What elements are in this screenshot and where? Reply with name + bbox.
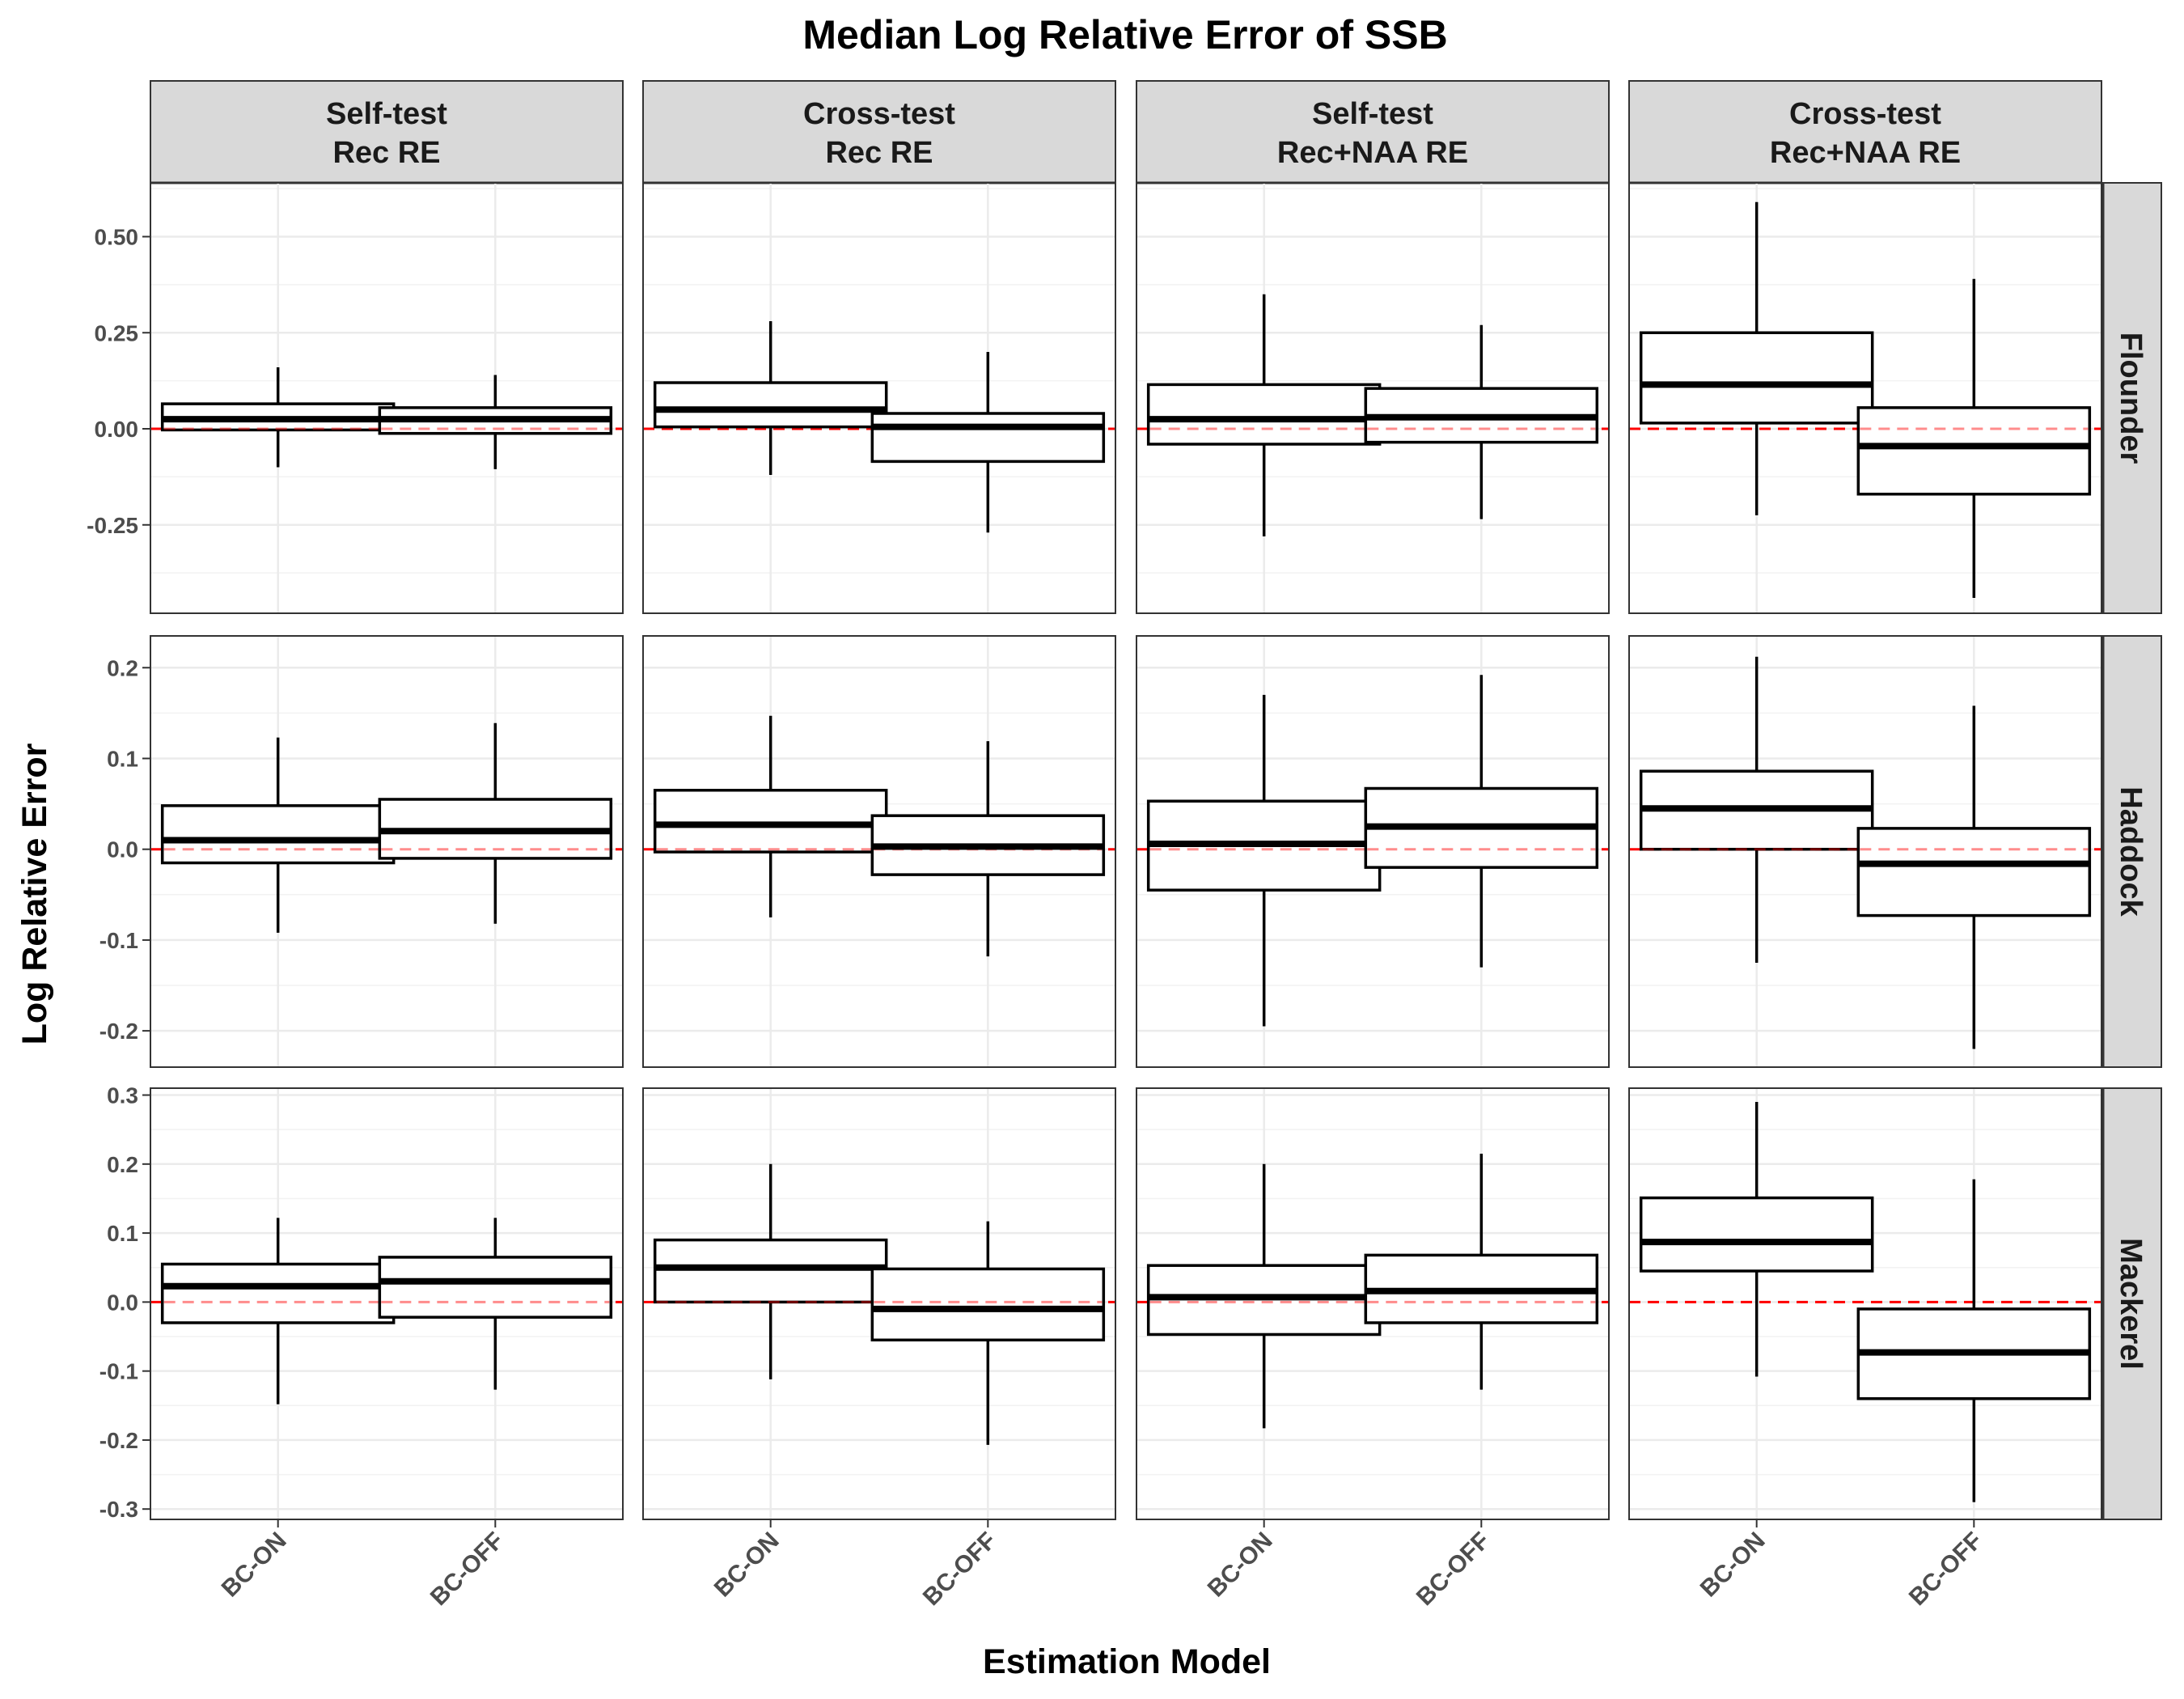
panel-border <box>1628 1087 2102 1520</box>
facet-panel <box>150 635 624 1068</box>
column-strip <box>1628 80 2102 184</box>
facet-panel <box>642 182 1116 614</box>
y-tick-label: 0.25 <box>95 320 139 345</box>
box-iqr <box>1856 827 2092 917</box>
facet-panel <box>150 182 624 614</box>
row-strip <box>2102 1087 2162 1520</box>
y-tick-label: -0.25 <box>87 513 138 538</box>
y-tick-label: 0.00 <box>95 417 139 442</box>
facet-panel <box>1628 635 2102 1068</box>
row-strip <box>2102 635 2162 1068</box>
column-strip-label-line1: Self-test <box>1312 97 1433 131</box>
facet-panel <box>1628 182 2102 614</box>
y-tick-label: -0.1 <box>99 928 138 953</box>
box-iqr <box>653 381 888 429</box>
column-strip <box>642 80 1116 184</box>
facet-panel <box>1628 1087 2102 1520</box>
panel-border <box>642 635 1116 1068</box>
box-iqr <box>1856 406 2092 496</box>
y-tick-label: 0.2 <box>107 655 138 680</box>
box-iqr <box>160 1262 396 1324</box>
x-axis-title: Estimation Model <box>983 1642 1271 1681</box>
row-strip-label: Mackerel <box>2114 1238 2148 1370</box>
box-iqr <box>870 1267 1106 1342</box>
panel-border <box>150 1087 624 1520</box>
facet-panel <box>1136 1087 1610 1520</box>
y-axis-title: Log Relative Error <box>15 743 54 1044</box>
panel-border <box>642 182 1116 614</box>
panel-border <box>1628 635 2102 1068</box>
y-tick-label: 0.50 <box>95 225 139 250</box>
box-iqr <box>1146 383 1382 446</box>
facet-panel <box>642 635 1116 1068</box>
y-tick-label: -0.2 <box>99 1428 138 1453</box>
y-tick-label: -0.3 <box>99 1497 138 1522</box>
box-iqr <box>653 789 888 854</box>
box-iqr <box>870 412 1106 464</box>
column-strip-label-line1: Self-test <box>326 97 447 131</box>
y-tick-label: -0.1 <box>99 1359 138 1384</box>
facet-panel <box>642 1087 1116 1520</box>
column-strip-label-line2: Rec+NAA RE <box>1277 136 1468 170</box>
box-iqr <box>160 804 396 865</box>
y-tick-label: 0.2 <box>107 1152 138 1177</box>
column-strip-label-line1: Cross-test <box>803 97 955 131</box>
column-strip-label-line2: Rec RE <box>825 136 933 170</box>
panel-border <box>150 182 624 614</box>
box-iqr <box>653 1238 888 1304</box>
panel-border <box>642 1087 1116 1520</box>
facet-panel <box>1136 182 1610 614</box>
column-strip-label-line1: Cross-test <box>1789 97 1941 131</box>
box-iqr <box>378 1256 613 1319</box>
y-tick-label: 0.1 <box>107 746 138 771</box>
panel-border <box>1136 1087 1610 1520</box>
y-tick-label: -0.2 <box>99 1019 138 1044</box>
y-tick-label: 0.3 <box>107 1083 138 1108</box>
column-strip <box>150 80 624 184</box>
panel-border <box>1136 635 1610 1068</box>
panel-border <box>1136 182 1610 614</box>
column-strip-label-line2: Rec+NAA RE <box>1770 136 1961 170</box>
row-strip-label: Haddock <box>2114 786 2148 917</box>
facet-panel <box>150 1087 624 1520</box>
row-strip <box>2102 182 2162 614</box>
panel-border <box>150 635 624 1068</box>
y-tick-label: 0.1 <box>107 1221 138 1246</box>
column-strip-label-line2: Rec RE <box>332 136 440 170</box>
box-iqr <box>1639 331 1874 425</box>
box-iqr <box>1639 1196 1874 1273</box>
y-tick-label: 0.0 <box>107 837 138 862</box>
facet-panel <box>1136 635 1610 1068</box>
y-tick-label: 0.0 <box>107 1290 138 1315</box>
column-strip <box>1136 80 1610 184</box>
panel-border <box>1628 182 2102 614</box>
row-strip-label: Flounder <box>2114 333 2148 464</box>
chart-title: Median Log Relative Error of SSB <box>802 12 1447 57</box>
